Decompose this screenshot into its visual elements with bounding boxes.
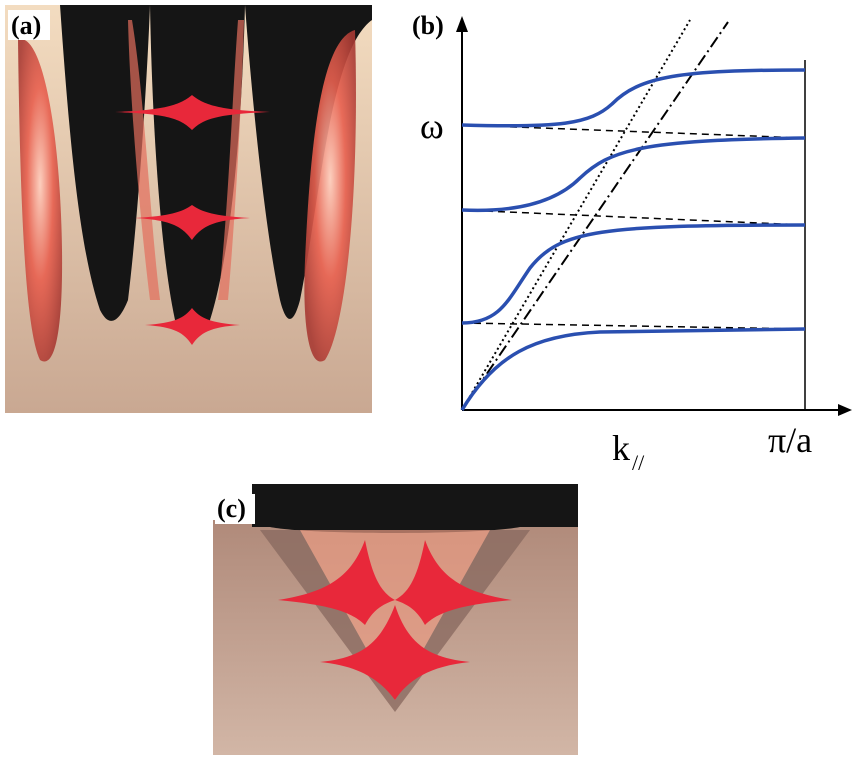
arrow [838,404,852,416]
panel-b: (b) ω k // π/a [412,11,852,475]
x-label: k [612,428,630,468]
x-label-subscript: // [632,450,645,475]
x-end-label: π/a [768,420,812,460]
figure: (a) (b) ω k // π/a [0,0,853,759]
arrow [456,16,468,32]
panel-label: (b) [412,11,444,40]
top-band [252,484,578,533]
coupled-modes [462,70,805,410]
page: (a) (b) ω k // π/a [0,0,853,759]
uncoupled-modes [462,125,805,329]
panel-a: (a) [5,5,372,413]
panel-label: (c) [217,494,246,523]
panel-c: (c) [213,484,578,755]
y-label: ω [420,106,444,146]
panel-label: (a) [11,11,41,40]
